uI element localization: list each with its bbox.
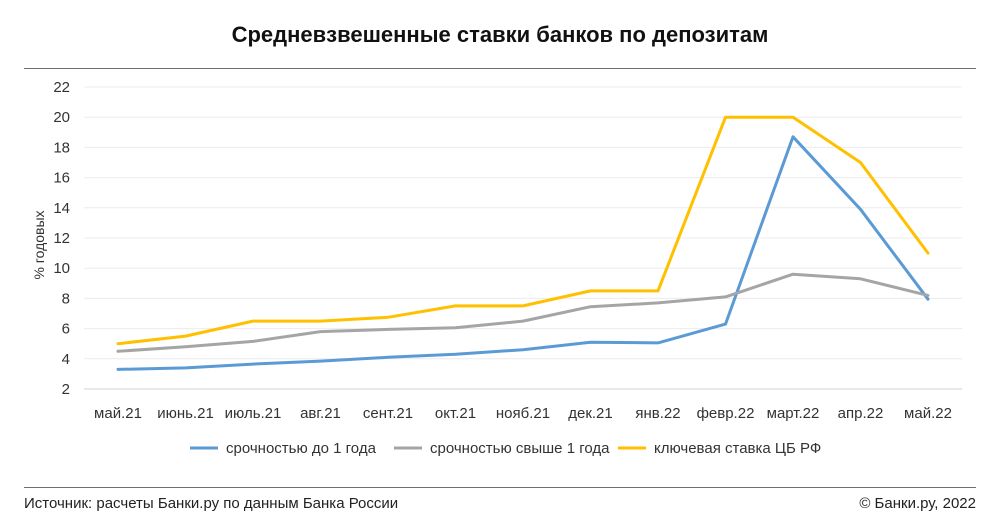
x-axis-ticks: май.21 июнь.21 июль.21 авг.21 сент.21 окт.21 н…: [94, 405, 952, 422]
y-tick-label: 16: [53, 170, 70, 187]
y-tick-label: 10: [53, 260, 70, 277]
y-tick-label: 8: [62, 290, 70, 307]
y-axis-label: % годовых: [31, 210, 47, 279]
gridlines: [84, 86, 962, 390]
series-line-2: [116, 272, 930, 353]
y-tick-label: 18: [53, 139, 70, 156]
y-axis-ticks: 2 4 6 8 10 12 14 16 18 20 22: [53, 79, 70, 398]
x-tick-label: май.22: [904, 405, 952, 422]
x-tick-label: окт.21: [435, 405, 476, 422]
bottom-divider: [24, 487, 976, 488]
y-tick-label: 6: [62, 321, 70, 338]
y-tick-label: 14: [53, 200, 70, 217]
series-lines: [116, 115, 930, 371]
x-tick-label: апр.22: [838, 405, 884, 422]
x-tick-label: нояб.21: [496, 405, 550, 422]
legend: срочностью до 1 года срочностью свыше 1 г…: [190, 440, 821, 457]
legend-label: срочностью свыше 1 года: [430, 440, 610, 457]
x-tick-label: май.21: [94, 405, 142, 422]
x-tick-label: сент.21: [363, 405, 413, 422]
x-tick-label: март.22: [767, 405, 820, 422]
x-tick-label: февр.22: [697, 405, 755, 422]
legend-label: срочностью до 1 года: [226, 440, 377, 457]
x-tick-label: июль.21: [225, 405, 282, 422]
top-divider: [24, 68, 976, 69]
y-tick-label: 4: [62, 351, 70, 368]
y-tick-label: 12: [53, 230, 70, 247]
x-tick-label: авг.21: [300, 405, 341, 422]
chart-title: Средневзвешенные ставки банков по депози…: [231, 22, 769, 47]
y-tick-label: 22: [53, 79, 70, 96]
x-tick-label: дек.21: [568, 405, 613, 422]
y-tick-label: 20: [53, 109, 70, 126]
y-tick-label: 2: [62, 381, 70, 398]
series-line-1: [116, 135, 930, 371]
copyright-note: © Банки.ру, 2022: [859, 495, 976, 512]
x-tick-label: июнь.21: [157, 405, 214, 422]
legend-label: ключевая ставка ЦБ РФ: [654, 440, 821, 457]
source-note: Источник: расчеты Банки.ру по данным Бан…: [24, 495, 399, 512]
x-tick-label: янв.22: [635, 405, 680, 422]
series-line-3: [116, 115, 930, 346]
